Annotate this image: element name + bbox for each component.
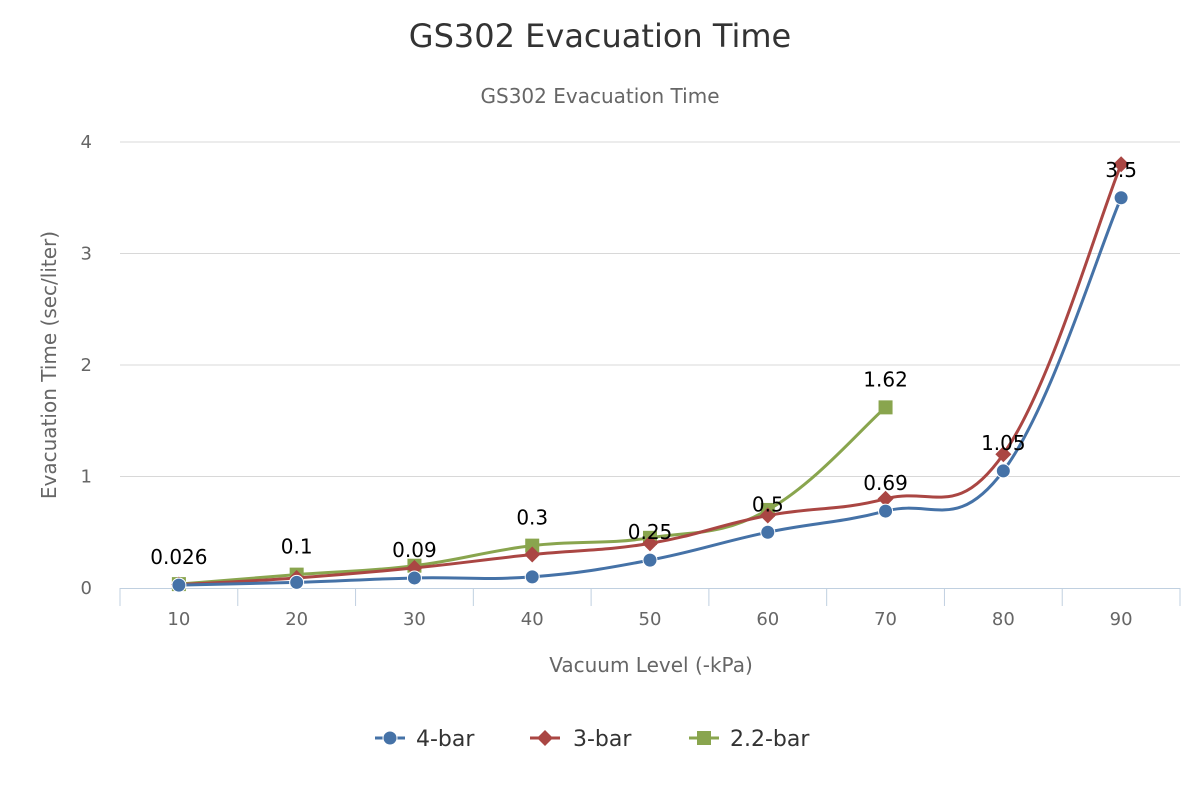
data-point bbox=[1113, 156, 1130, 173]
data-point bbox=[995, 463, 1011, 479]
data-point bbox=[760, 524, 776, 540]
x-tick-label: 10 bbox=[167, 609, 190, 630]
legend-marker bbox=[537, 730, 553, 746]
data-label: 3.5 bbox=[1105, 158, 1137, 182]
data-point bbox=[759, 507, 776, 524]
x-tick-label: 40 bbox=[521, 609, 544, 630]
legend-marker bbox=[382, 730, 398, 746]
series-4-bar bbox=[171, 190, 1129, 593]
data-label: 0.3 bbox=[516, 506, 548, 530]
x-tick-label: 70 bbox=[874, 609, 897, 630]
data-labels: 0.026 0.09 0.25 0.5 0.69 1.05 3.5 0.1 0.3 1.62 bbox=[150, 158, 1137, 569]
data-point bbox=[1113, 190, 1129, 206]
x-tick-label: 60 bbox=[756, 609, 779, 630]
data-point bbox=[524, 569, 540, 585]
y-tick-label: 2 bbox=[81, 355, 92, 376]
y-axis-ticks: 0 1 2 3 4 bbox=[81, 132, 92, 599]
data-point bbox=[525, 538, 540, 553]
data-point bbox=[524, 546, 541, 563]
legend-item-2.2-bar: 2.2-bar bbox=[689, 727, 810, 752]
y-tick-label: 1 bbox=[81, 467, 92, 488]
data-point bbox=[878, 400, 893, 415]
data-label: 0.69 bbox=[863, 471, 908, 495]
legend: 4-bar 3-bar 2.2-bar bbox=[375, 727, 810, 752]
data-label: 0.1 bbox=[281, 535, 313, 559]
data-point bbox=[289, 574, 305, 590]
data-label: 0.026 bbox=[150, 545, 207, 569]
y-axis-title: Evacuation Time (sec/liter) bbox=[37, 231, 61, 499]
x-tick-label: 80 bbox=[992, 609, 1015, 630]
y-tick-label: 3 bbox=[81, 244, 92, 265]
data-point bbox=[642, 535, 658, 552]
data-point bbox=[877, 490, 894, 507]
data-label: 0.25 bbox=[628, 520, 673, 544]
data-point bbox=[878, 503, 894, 519]
series-group bbox=[170, 156, 1130, 593]
legend-item-4-bar: 4-bar bbox=[375, 727, 475, 752]
x-tick-label: 90 bbox=[1110, 609, 1133, 630]
data-label: 0.09 bbox=[392, 538, 437, 562]
y-tick-label: 4 bbox=[81, 132, 92, 153]
legend-marker bbox=[697, 731, 711, 745]
data-point bbox=[642, 552, 658, 568]
x-tick-label: 50 bbox=[639, 609, 662, 630]
chart-title: GS302 Evacuation Time bbox=[409, 17, 791, 55]
x-tick-label: 30 bbox=[403, 609, 426, 630]
legend-label: 4-bar bbox=[416, 727, 475, 752]
data-label: 1.05 bbox=[981, 431, 1026, 455]
x-axis-title: Vacuum Level (-kPa) bbox=[549, 653, 753, 677]
data-point bbox=[995, 446, 1012, 463]
data-point bbox=[171, 577, 187, 593]
legend-label: 2.2-bar bbox=[730, 727, 810, 752]
chart-subtitle: GS302 Evacuation Time bbox=[481, 84, 720, 108]
x-tick-label: 20 bbox=[285, 609, 308, 630]
x-axis: 10 20 30 40 50 60 70 80 90 bbox=[119, 588, 1181, 630]
legend-item-3-bar: 3-bar bbox=[530, 727, 632, 752]
data-label: 1.62 bbox=[863, 367, 908, 391]
data-point bbox=[406, 570, 422, 586]
y-tick-label: 0 bbox=[81, 578, 92, 599]
data-label: 0.5 bbox=[752, 492, 784, 516]
legend-label: 3-bar bbox=[573, 727, 632, 752]
